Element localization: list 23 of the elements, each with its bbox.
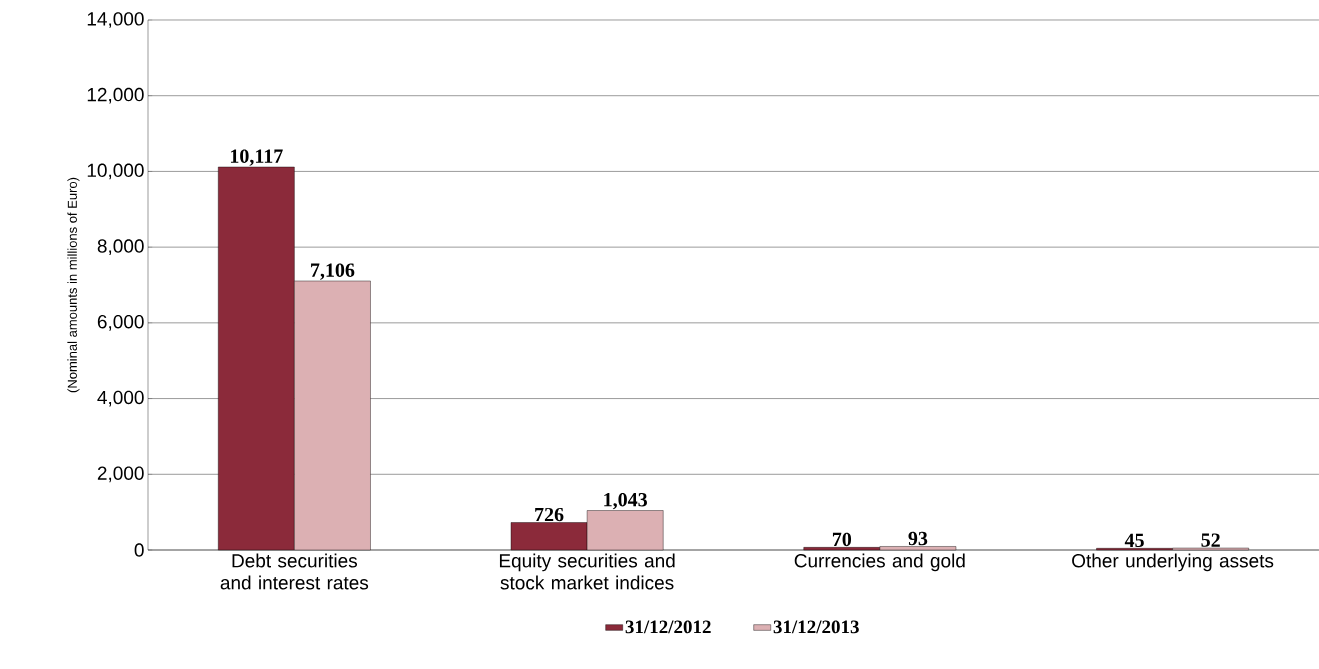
y-axis-title: (Nominal amounts in millions of Euro) [67, 177, 80, 393]
y-tick-label: 14,000 [87, 12, 144, 28]
legend-label: 31/12/2013 [773, 620, 859, 634]
y-tick-label: 0 [134, 543, 144, 557]
x-tick-label: Debt securities and interest rates [220, 553, 369, 590]
data-label: 52 [1201, 533, 1220, 547]
x-tick-label: Currencies and gold [794, 553, 965, 572]
y-tick-label: 12,000 [87, 87, 144, 104]
x-tick-label: Equity securities and stock market indices [499, 553, 675, 590]
y-tick-label: 8,000 [97, 239, 144, 255]
data-label: 93 [908, 531, 928, 546]
data-label: 726 [535, 507, 564, 522]
data-label: 10,117 [230, 149, 283, 166]
data-label: 70 [832, 532, 852, 547]
y-tick-label: 2,000 [97, 466, 144, 483]
data-label: 45 [1124, 533, 1144, 548]
y-tick-label: 6,000 [97, 315, 144, 331]
data-label: 1,043 [604, 492, 647, 510]
y-tick-label: 10,000 [87, 163, 144, 180]
x-tick-label: Other underlying assets [1072, 553, 1274, 572]
data-label: 7,106 [311, 263, 355, 280]
legend-label: 31/12/2012 [625, 620, 711, 634]
y-tick-label: 4,000 [97, 390, 144, 407]
